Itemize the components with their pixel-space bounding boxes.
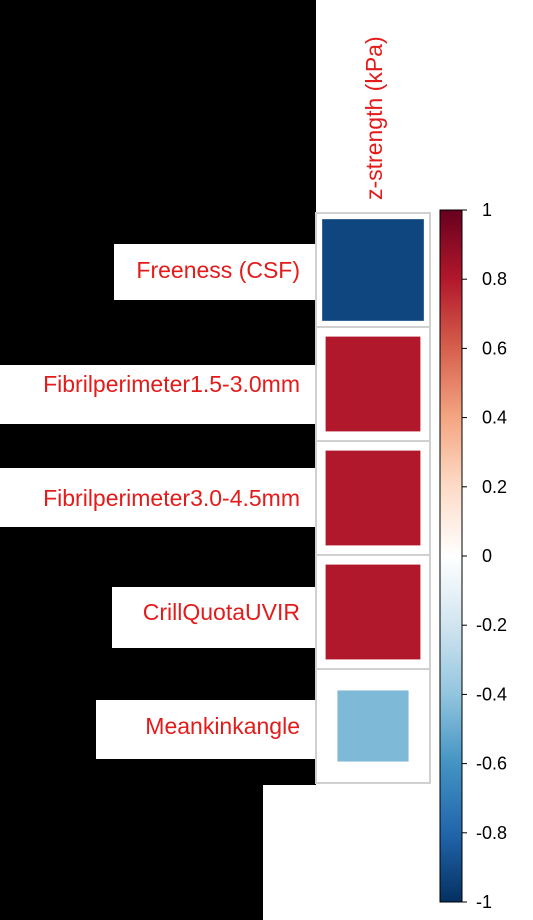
label-box-4 (112, 587, 316, 648)
colorbar-tick-label: -1 (476, 892, 492, 912)
colorbar (439, 209, 463, 903)
heatmap-grid (315, 212, 431, 784)
colorbar-tick-label: -0.2 (476, 615, 507, 635)
row-label: Meankinkangle (145, 713, 300, 739)
label-box-1 (114, 244, 316, 300)
heatmap-cell (325, 564, 421, 660)
colorbar-tick-label: -0.8 (476, 823, 507, 843)
label-box-3 (0, 468, 316, 527)
colorbar-tick-label: 0.8 (482, 269, 507, 289)
column-label: z-strength (kPa) (361, 36, 387, 200)
row-label: Fibrilperimeter3.0-4.5mm (43, 485, 300, 511)
heatmap-cell (325, 450, 421, 546)
colorbar-tick-label: 0.4 (482, 408, 507, 428)
colorbar-ticks: 1 0.8 0.6 0.4 0.2 0 -0.2 -0.4 -0.6 -0.8 -1 (462, 200, 507, 912)
row-labels: Freeness (CSF) Fibrilperimeter1.5-3.0mm Fi… (43, 257, 300, 739)
colorbar-tick-label: -0.6 (476, 754, 507, 774)
colorbar-tick-label: 0.6 (482, 338, 507, 358)
heatmap-cell (325, 336, 421, 432)
colorbar-tick-label: 0.2 (482, 477, 507, 497)
colorbar-tick-label: 0 (482, 546, 492, 566)
label-box-2 (0, 365, 316, 424)
colorbar-panel (263, 785, 533, 920)
colorbar-tick-label: -0.4 (476, 684, 507, 704)
row-label: Freeness (CSF) (136, 257, 300, 283)
row-label: CrillQuotaUVIR (143, 599, 300, 625)
colorbar-tick-label: 1 (482, 200, 492, 220)
heatmap-cell (337, 690, 409, 762)
label-box-5 (96, 700, 316, 759)
heatmap-cell (322, 219, 424, 321)
row-label: Fibrilperimeter1.5-3.0mm (43, 371, 300, 397)
grid-cell (315, 668, 431, 784)
heatmap-cells (322, 219, 424, 762)
